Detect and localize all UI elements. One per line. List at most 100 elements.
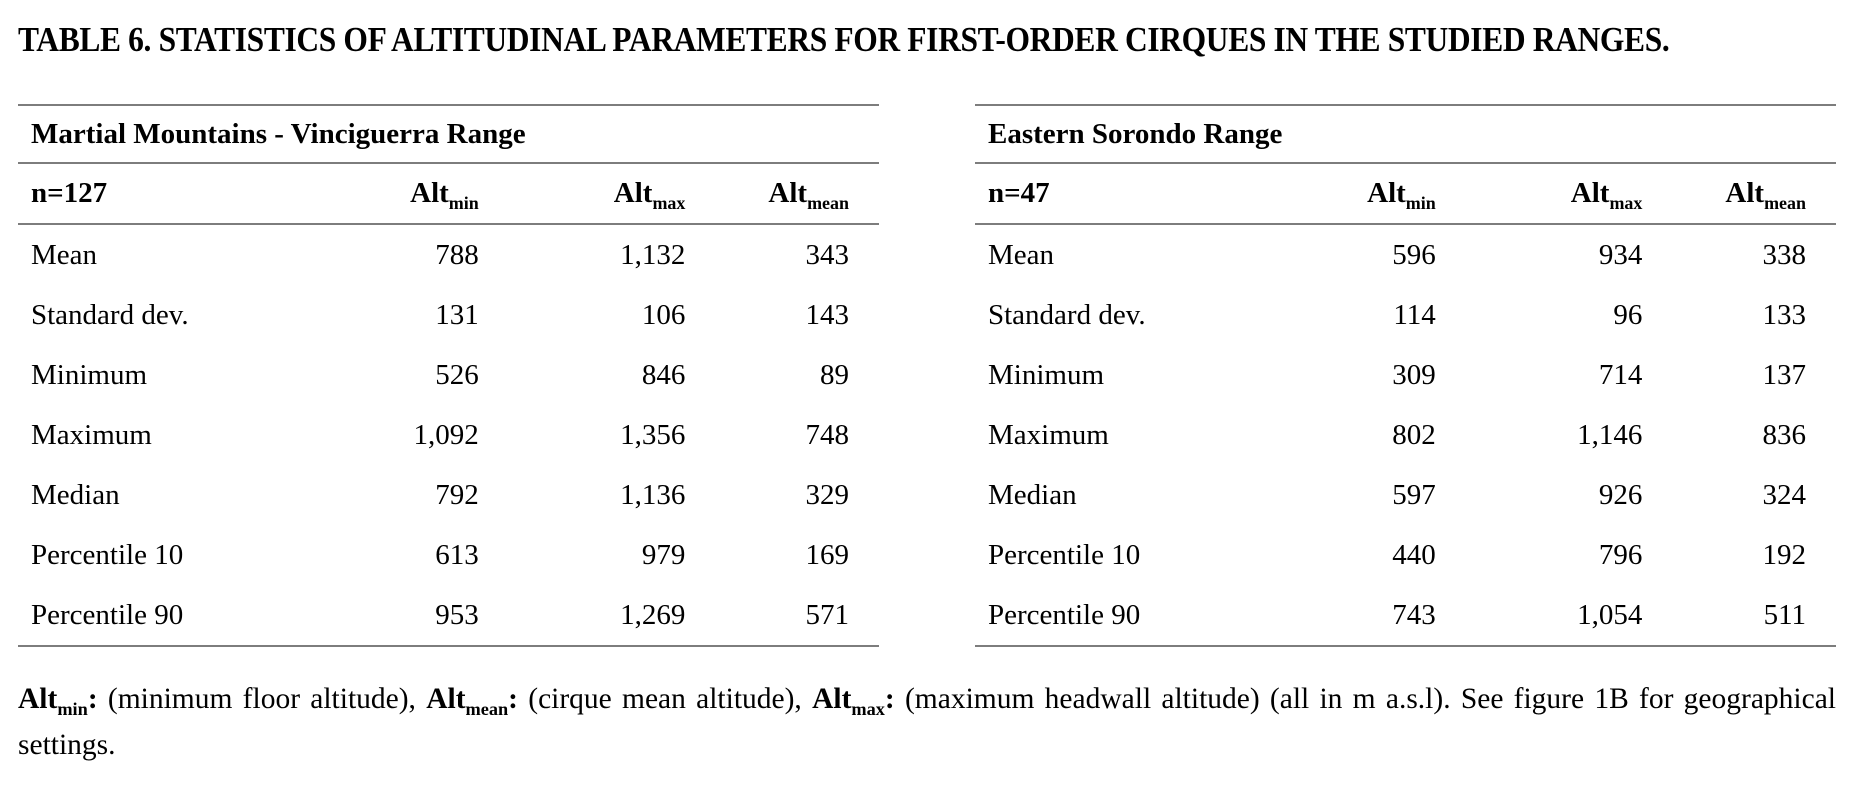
cell-alt-mean: 324 [1762,478,1807,511]
cell-alt-max: 1,136 [620,478,686,511]
row-label: Minimum [988,358,1105,391]
stat-row-standard-dev: Standard dev. 114 96 133 [975,285,1836,345]
cell-alt-max: 1,054 [1465,585,1673,647]
row-label: Percentile 90 [975,585,1268,647]
stat-row-percentile-10: Percentile 10 613 979 169 [18,525,879,585]
footnote-desc: (maximum headwall altitude) (all in m a.… [18,683,1836,761]
cell-alt-min: 788 [435,238,479,271]
footnote-term-alt-min: Altmin: [18,683,98,718]
row-label: Mean [988,238,1055,271]
stat-row-standard-dev: Standard dev. 131 106 143 [18,285,879,345]
row-label: Median [988,478,1077,511]
cell-alt-max: 1,269 [508,585,716,647]
col-header-sub: max [652,192,686,213]
footnote-term-sub: mean [465,698,509,719]
stat-row-percentile-10: Percentile 10 440 796 192 [975,525,1836,585]
cell-alt-max: 1,132 [620,238,686,271]
stat-row-maximum: Maximum 802 1,146 836 [975,405,1836,465]
table-footnote: Altmin: (minimum floor altitude), Altmea… [18,677,1836,768]
row-label: Standard dev. [988,298,1146,331]
footnote-term-alt-mean: Altmean: [426,683,518,718]
sample-size-label: n=47 [975,163,1268,225]
row-label: Standard dev. [31,298,189,331]
cell-alt-max: 934 [1598,238,1643,271]
stat-row-mean: Mean 788 1,132 343 [18,224,879,285]
stat-row-percentile-90: Percentile 90 743 1,054 511 [975,585,1836,647]
row-label: Maximum [988,418,1109,451]
footnote-term-alt-max: Altmax: [812,683,895,718]
row-label: Median [31,478,120,511]
column-header-row: n=47 Altmin Altmax Altmean [975,163,1836,225]
cell-alt-mean: 571 [715,585,879,647]
cell-alt-min: 792 [435,478,479,511]
col-header-sub: max [1609,192,1643,213]
cell-alt-max: 796 [1598,538,1643,571]
cell-alt-mean: 511 [1672,585,1836,647]
range-title: Martial Mountains - Vinciguerra Range [18,104,879,164]
stat-row-minimum: Minimum 526 846 89 [18,345,879,405]
cell-alt-mean: 89 [820,358,849,391]
col-header-sub: mean [807,192,849,213]
col-header-alt-min: Altmin [1267,163,1466,225]
footnote-term-colon: : [884,683,895,715]
row-label: Maximum [31,418,152,451]
cell-alt-max: 846 [641,358,686,391]
col-header-alt-max: Altmax [1465,163,1673,225]
cell-alt-min: 953 [310,585,509,647]
column-header-row: n=127 Altmin Altmax Altmean [18,163,879,225]
col-header-sub: mean [1764,192,1806,213]
cell-alt-min: 597 [1392,478,1436,511]
range-title-row: Martial Mountains - Vinciguerra Range [18,104,879,164]
cell-alt-mean: 133 [1762,298,1807,331]
cell-alt-min: 131 [435,298,479,331]
tables-container: Martial Mountains - Vinciguerra Range n=… [18,104,1836,647]
col-header-alt-min: Altmin [310,163,509,225]
footnote-term-colon: : [87,683,98,715]
row-label: Minimum [31,358,148,391]
cell-alt-mean: 748 [805,418,850,451]
sample-size-label: n=127 [18,163,311,225]
table-title: TABLE 6. STATISTICS OF ALTITUDINAL PARAM… [18,20,1670,59]
cell-alt-min: 613 [435,538,479,571]
cell-alt-max: 1,146 [1577,418,1643,451]
footnote-term-base: Alt [426,683,466,715]
range-title-row: Eastern Sorondo Range [975,104,1836,164]
footnote-term-base: Alt [812,683,852,715]
col-header-base: Alt [613,177,653,209]
row-label: Mean [31,238,98,271]
cell-alt-mean: 338 [1762,238,1807,271]
cell-alt-mean: 343 [805,238,850,271]
cell-alt-mean: 329 [805,478,850,511]
row-label: Percentile 90 [18,585,311,647]
cell-alt-min: 743 [1267,585,1466,647]
row-label: Percentile 10 [31,538,184,571]
stat-table-right: Eastern Sorondo Range n=47 Altmin Altmax… [975,104,1836,647]
martial-vinciguerra-table: Martial Mountains - Vinciguerra Range n=… [18,104,879,647]
cell-alt-min: 596 [1392,238,1436,271]
footnote-term-sub: min [57,698,88,719]
col-header-base: Alt [768,177,808,209]
col-header-base: Alt [1367,177,1406,209]
footnote-desc: (cirque mean altitude), [518,683,813,715]
col-header-base: Alt [1570,177,1610,209]
col-header-alt-mean: Altmean [1672,163,1836,225]
range-title: Eastern Sorondo Range [975,104,1836,164]
stat-table-left: Martial Mountains - Vinciguerra Range n=… [18,104,879,647]
col-header-sub: min [1405,192,1436,213]
cell-alt-max: 1,356 [620,418,686,451]
cell-alt-max: 714 [1598,358,1643,391]
cell-alt-mean: 137 [1762,358,1807,391]
cell-alt-min: 114 [1393,298,1436,331]
stat-row-median: Median 792 1,136 329 [18,465,879,525]
footnote-term-base: Alt [18,683,58,715]
stat-row-maximum: Maximum 1,092 1,356 748 [18,405,879,465]
cell-alt-min: 309 [1392,358,1436,391]
cell-alt-mean: 836 [1762,418,1807,451]
footnote-term-colon: : [508,683,518,715]
col-header-base: Alt [1725,177,1765,209]
col-header-sub: min [448,192,479,213]
stat-row-median: Median 597 926 324 [975,465,1836,525]
col-header-alt-max: Altmax [508,163,716,225]
cell-alt-mean: 143 [805,298,850,331]
